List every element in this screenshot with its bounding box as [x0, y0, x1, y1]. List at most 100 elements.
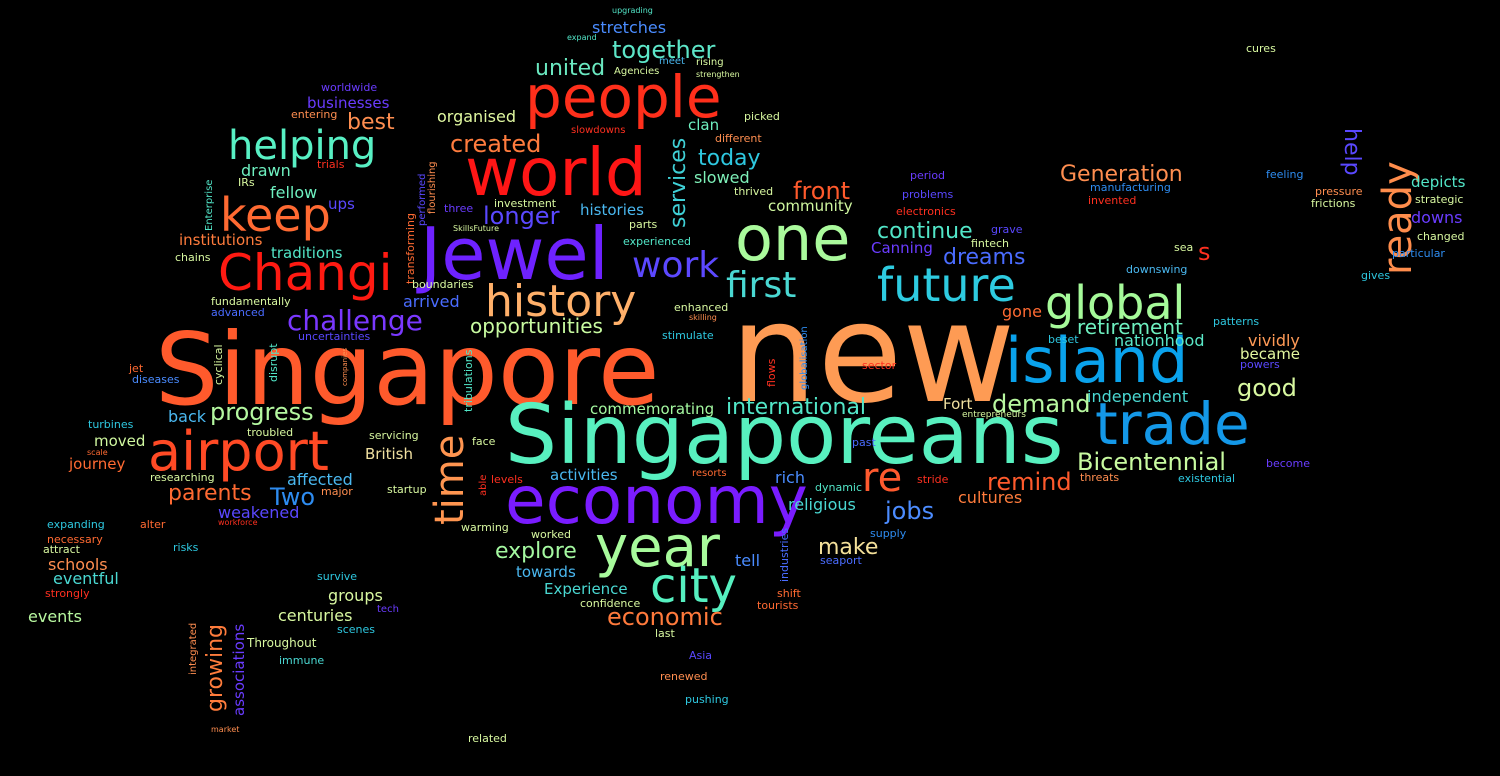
word-slowdowns: slowdowns [571, 125, 626, 136]
word-changed: changed [1417, 230, 1465, 243]
word-irs: IRs [238, 176, 255, 189]
word-beset: beset [1048, 333, 1079, 346]
word-airport: airport [148, 420, 329, 483]
word-powers: powers [1240, 358, 1280, 371]
word-related: related [468, 732, 507, 745]
word-tourists: tourists [757, 599, 799, 612]
word-community: community [768, 197, 853, 215]
word-pushing: pushing [685, 693, 729, 706]
word-become: become [1266, 457, 1311, 470]
word-entrepreneurs: entrepreneurs [962, 410, 1026, 420]
word-trials: trials [317, 158, 345, 171]
word-traditions: traditions [271, 244, 343, 262]
word-expand: expand [567, 33, 597, 42]
word-transforming: transforming [404, 213, 417, 284]
word-picked: picked [744, 110, 780, 123]
word-events: events [28, 607, 82, 626]
word-seaport: seaport [820, 554, 862, 567]
word-services: services [666, 137, 691, 228]
word-stretches: stretches [592, 18, 667, 37]
word-strategic: strategic [1415, 193, 1464, 206]
word-downs: downs [1411, 208, 1463, 227]
word-dreams: dreams [943, 245, 1026, 270]
word-people: people [525, 63, 722, 131]
word-strongly: strongly [45, 587, 90, 600]
word-industries: industries [778, 527, 791, 582]
word-gone: gone [1002, 302, 1042, 321]
word-best: best [347, 110, 395, 135]
word-patterns: patterns [1213, 315, 1260, 328]
word-major: major [321, 485, 353, 498]
word-associations: associations [230, 623, 248, 716]
word-asia: Asia [689, 649, 713, 662]
word-today: today [698, 146, 761, 171]
word-uncertainties: uncertainties [298, 330, 371, 343]
word-expanding: expanding [47, 518, 105, 531]
word-able: able [478, 474, 489, 496]
word-parents: parents [168, 481, 252, 506]
word-integrated: integrated [188, 622, 199, 675]
word-immune: immune [279, 654, 325, 667]
word-became: became [1240, 345, 1301, 363]
word-fellow: fellow [270, 183, 318, 202]
word-weakened: weakened [218, 503, 300, 522]
word-three: three [444, 202, 474, 215]
word-problems: problems [902, 188, 954, 201]
word-longer: longer [483, 202, 560, 230]
word-vividly: vividly [1248, 331, 1300, 350]
word-rich: rich [775, 468, 805, 487]
word-chains: chains [175, 251, 211, 264]
word-make: make [818, 535, 879, 560]
word-economic: economic [607, 603, 723, 631]
word-invented: invented [1088, 194, 1137, 207]
word-arrived: arrived [403, 292, 460, 311]
word-tech: tech [377, 604, 399, 615]
word-thrived: thrived [734, 185, 774, 198]
word-time: time [427, 434, 473, 525]
word-servicing: servicing [369, 429, 419, 442]
word-schools: schools [48, 555, 108, 574]
word-different: different [715, 132, 762, 145]
word-jewel: Jewel [420, 212, 609, 296]
word-island: island [1005, 324, 1189, 397]
word-together: together [612, 36, 716, 64]
word-progress: progress [210, 398, 314, 426]
word-fort: Fort [943, 395, 973, 413]
word-confidence: confidence [580, 597, 641, 610]
word-moved: moved [94, 432, 146, 450]
word-growing: growing [203, 624, 228, 712]
word-organised: organised [437, 107, 516, 126]
word-investment: investment [494, 197, 557, 210]
word-front: front [793, 177, 851, 205]
word-bicentennial: Bicentennial [1077, 448, 1226, 476]
word-explore: explore [495, 539, 577, 564]
word-one: one [735, 202, 851, 275]
word-worldwide: worldwide [321, 81, 378, 94]
word-drawn: drawn [241, 161, 291, 180]
word-necessary: necessary [47, 533, 103, 546]
word-fintech: fintech [971, 237, 1010, 250]
word-experience: Experience [544, 580, 628, 598]
word-jobs: jobs [885, 497, 935, 525]
word-united: united [535, 56, 606, 81]
word-first: first [726, 265, 797, 306]
word-depicts: depicts [1411, 173, 1466, 191]
word-face: face [472, 435, 496, 448]
word-groups: groups [328, 586, 383, 605]
word-renewed: renewed [660, 670, 708, 683]
word-eventful: eventful [53, 569, 119, 588]
word-risks: risks [173, 541, 199, 554]
word-challenge: challenge [287, 304, 423, 337]
word-manufacturing: manufacturing [1090, 181, 1171, 194]
word-alter: alter [140, 518, 166, 531]
word-changi: Changi [218, 244, 393, 302]
word-remind: remind [987, 468, 1072, 496]
word-work: work [632, 245, 720, 286]
word-singapore: Singapore [155, 311, 660, 428]
word-threats: threats [1080, 471, 1120, 484]
word-created: created [450, 130, 542, 158]
word-agencies: Agencies [614, 66, 660, 77]
word-re: re [862, 455, 903, 501]
word-parts: parts [629, 218, 658, 231]
